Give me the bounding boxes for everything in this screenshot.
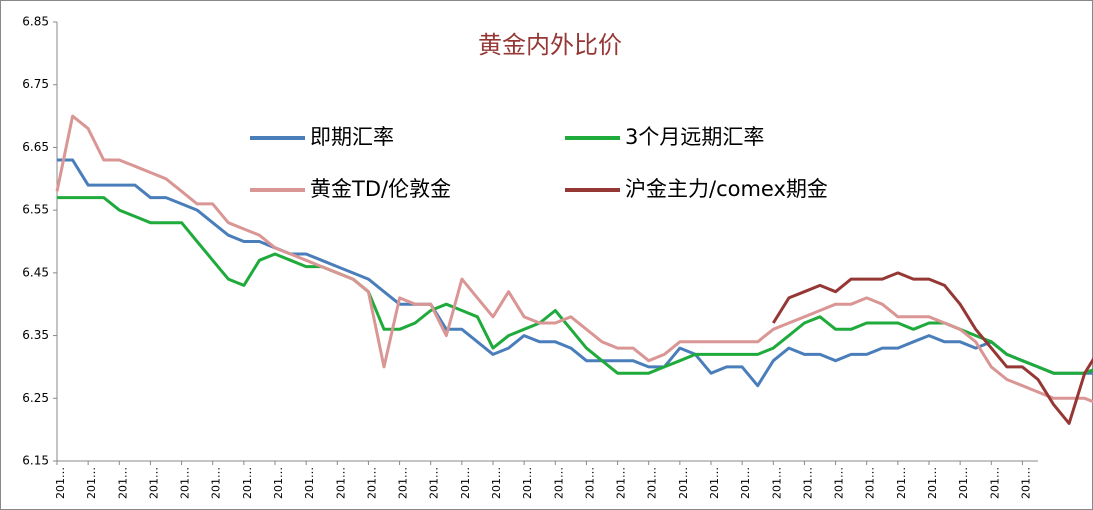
x-tick-label: 201… bbox=[397, 467, 410, 499]
y-tick-label: 6.85 bbox=[22, 15, 49, 29]
legend-label: 即期汇率 bbox=[310, 125, 394, 149]
x-tick-label: 201… bbox=[147, 467, 160, 499]
x-tick-label: 201… bbox=[583, 467, 596, 499]
x-tick-label: 201… bbox=[365, 467, 378, 499]
x-tick-label: 201… bbox=[988, 467, 1001, 499]
x-tick-label: 201… bbox=[957, 467, 970, 499]
x-tick-label: 201… bbox=[490, 467, 503, 499]
x-tick-label: 201… bbox=[895, 467, 908, 499]
y-tick-label: 6.45 bbox=[22, 265, 49, 279]
series-line bbox=[57, 196, 1093, 375]
x-tick-label: 201… bbox=[459, 467, 472, 499]
x-tick-label: 201… bbox=[801, 467, 814, 499]
x-tick-label: 201… bbox=[708, 467, 721, 499]
x-tick-label: 201… bbox=[334, 467, 347, 499]
legend-label: 沪金主力/comex期金 bbox=[625, 177, 828, 201]
x-tick-label: 201… bbox=[770, 467, 783, 499]
x-tick-label: 201… bbox=[85, 467, 98, 499]
y-tick-label: 6.65 bbox=[22, 140, 49, 154]
x-tick-label: 201… bbox=[615, 467, 628, 499]
x-tick-label: 201… bbox=[833, 467, 846, 499]
y-tick-label: 6.35 bbox=[22, 328, 49, 342]
x-tick-label: 201… bbox=[552, 467, 565, 499]
x-tick-label: 201… bbox=[428, 467, 441, 499]
legend-label: 黄金TD/伦敦金 bbox=[310, 177, 451, 201]
x-tick-label: 201… bbox=[54, 467, 67, 499]
x-tick-label: 201… bbox=[303, 467, 316, 499]
x-tick-label: 201… bbox=[646, 467, 659, 499]
x-tick-label: 201… bbox=[521, 467, 534, 499]
y-tick-label: 6.25 bbox=[22, 391, 49, 405]
x-tick-label: 201… bbox=[739, 467, 752, 499]
x-tick-label: 201… bbox=[116, 467, 129, 499]
y-tick-label: 6.55 bbox=[22, 203, 49, 217]
series-line bbox=[55, 114, 1093, 404]
x-tick-label: 201… bbox=[926, 467, 939, 499]
y-tick-label: 6.75 bbox=[22, 77, 49, 91]
x-tick-label: 201… bbox=[241, 467, 254, 499]
series-line bbox=[772, 271, 1093, 425]
x-tick-label: 201… bbox=[179, 467, 192, 499]
series-line bbox=[57, 158, 1093, 388]
x-tick-label: 201… bbox=[677, 467, 690, 499]
y-tick-label: 6.15 bbox=[22, 454, 49, 468]
x-tick-label: 201… bbox=[864, 467, 877, 499]
x-tick-label: 201… bbox=[210, 467, 223, 499]
legend-label: 3个月远期汇率 bbox=[625, 125, 764, 149]
chart-title: 黄金内外比价 bbox=[478, 31, 622, 59]
x-tick-label: 201… bbox=[272, 467, 285, 499]
x-tick-label: 201… bbox=[1019, 467, 1032, 499]
